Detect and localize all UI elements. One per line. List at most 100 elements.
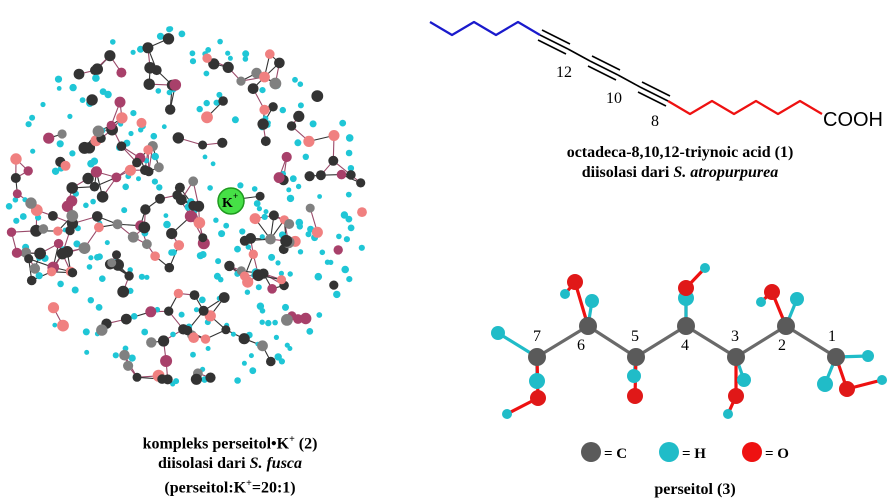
hydrogen-atom (756, 297, 766, 307)
complex-hydrogen-atom (82, 328, 90, 336)
complex-heavy-atom (89, 181, 100, 192)
complex-hydrogen-atom (151, 152, 159, 161)
complex-hydrogen-atom (138, 273, 145, 280)
complex-heavy-atom (304, 171, 315, 182)
carbon-atom-3 (727, 348, 745, 366)
potassium-ion: K + (217, 187, 245, 215)
complex-hydrogen-atom (297, 102, 304, 109)
complex-hydrogen-atom (122, 345, 129, 352)
complex-heavy-atom (333, 245, 343, 255)
complex-hydrogen-atom (324, 259, 331, 265)
complex-hydrogen-atom (317, 194, 322, 199)
complex-heavy-atom (106, 120, 116, 130)
complex-hydrogen-atom (278, 270, 284, 276)
complex-heavy-atom (224, 260, 235, 272)
complex-heavy-atom (73, 68, 85, 80)
complex-heavy-atom (114, 96, 126, 108)
carbon-number-3: 3 (731, 328, 739, 345)
complex-heavy-atom (47, 267, 57, 277)
complex-hydrogen-atom (67, 113, 73, 119)
compound-2-ion: K (276, 435, 290, 453)
complex-hydrogen-atom (56, 140, 64, 148)
complex-hydrogen-atom (155, 88, 162, 94)
complex-heavy-atom (236, 76, 246, 86)
complex-hydrogen-atom (215, 258, 222, 265)
complex-hydrogen-atom (95, 304, 103, 311)
complex-hydrogen-atom (130, 110, 137, 117)
complex-hydrogen-atom (203, 70, 210, 77)
complex-heavy-atom (188, 176, 199, 187)
perseitol-model: 7 6 5 4 3 2 1 = C = H = O (491, 263, 887, 462)
compound-2-name-prefix: kompleks perseitol (142, 435, 272, 453)
compound-2-source: diisolasi dari S. fusca (60, 454, 400, 474)
complex-heavy-atom (255, 191, 265, 201)
complex-hydrogen-atom (130, 49, 136, 55)
complex-hydrogen-atom (218, 230, 226, 238)
complex-heavy-atom (96, 191, 109, 203)
complex-heavy-atom (193, 200, 205, 212)
complex-heavy-atom (132, 157, 142, 168)
complex-hydrogen-atom (144, 274, 150, 280)
complex-heavy-atom (169, 79, 182, 91)
complex-hydrogen-atom (223, 222, 230, 229)
complex-hydrogen-atom (286, 187, 292, 193)
complex-hydrogen-atom (79, 97, 86, 103)
complex-heavy-atom (281, 151, 292, 163)
complex-hydrogen-atom (249, 367, 257, 375)
carbon-label-12: 12 (556, 64, 572, 81)
complex-hydrogen-atom (259, 87, 266, 94)
complex-hydrogen-atom (225, 50, 231, 56)
complex-hydrogen-atom (87, 159, 95, 168)
complex-hydrogen-atom (358, 244, 365, 251)
complex-heavy-atom (356, 178, 366, 188)
complex-heavy-atom (268, 210, 279, 221)
complex-hydrogen-atom (282, 303, 289, 311)
compound-2-name: kompleks perseitol•K+ (2) (60, 430, 400, 454)
carbon-number-2: 2 (778, 337, 786, 354)
complex-heavy-atom (175, 194, 187, 206)
complex-hydrogen-atom (193, 307, 200, 313)
complex-hydrogen-atom (297, 249, 304, 255)
complex-heavy-atom (124, 164, 136, 176)
complex-heavy-atom (346, 170, 356, 180)
complex-hydrogen-atom (178, 311, 185, 318)
complex-heavy-atom (12, 189, 22, 199)
complex-heavy-atom (249, 213, 261, 225)
carboxyl-group-label: COOH (823, 109, 883, 131)
complex-hydrogen-atom (316, 312, 323, 318)
complex-heavy-atom (104, 50, 116, 62)
oxygen-atom (678, 280, 694, 296)
compound-2-species: S. fusca (249, 455, 303, 473)
complex-heavy-atom (96, 324, 108, 336)
complex-hydrogen-atom (345, 149, 353, 157)
oxygen-atom (567, 274, 583, 290)
complex-hydrogen-atom (203, 99, 210, 107)
carbon-atom-5 (627, 348, 645, 366)
complex-heavy-atom (259, 104, 270, 115)
complex-hydrogen-atom (19, 213, 27, 220)
compound-1-name: octadeca-8,10,12-triynoic acid (1) (566, 144, 794, 161)
complex-hydrogen-atom (336, 233, 342, 240)
oxygen-atom (839, 381, 855, 397)
complex-hydrogen-atom (138, 127, 144, 133)
hydrogen-atom (491, 326, 505, 340)
compound-1-structure: 12 10 8 COOH (429, 20, 883, 131)
complex-hydrogen-atom (104, 90, 112, 99)
complex-hydrogen-atom (121, 207, 128, 214)
complex-heavy-atom (303, 135, 315, 147)
compound-2-caption: kompleks perseitol•K+ (2) diisolasi dari… (60, 430, 400, 499)
complex-heavy-atom (222, 61, 234, 73)
legend-oxygen-swatch (742, 442, 762, 462)
complex-heavy-atom (43, 132, 55, 144)
acid-chain (667, 99, 823, 116)
complex-heavy-atom (201, 111, 213, 124)
complex-hydrogen-atom (69, 150, 76, 157)
compound-2-ratio-charge: + (246, 478, 252, 490)
complex-heavy-atom (174, 182, 185, 193)
complex-heavy-atom (173, 240, 185, 251)
complex-hydrogen-atom (309, 120, 317, 128)
complex-heavy-atom (305, 203, 315, 213)
complex-heavy-atom (142, 42, 154, 54)
complex-hydrogen-atom (25, 121, 32, 128)
